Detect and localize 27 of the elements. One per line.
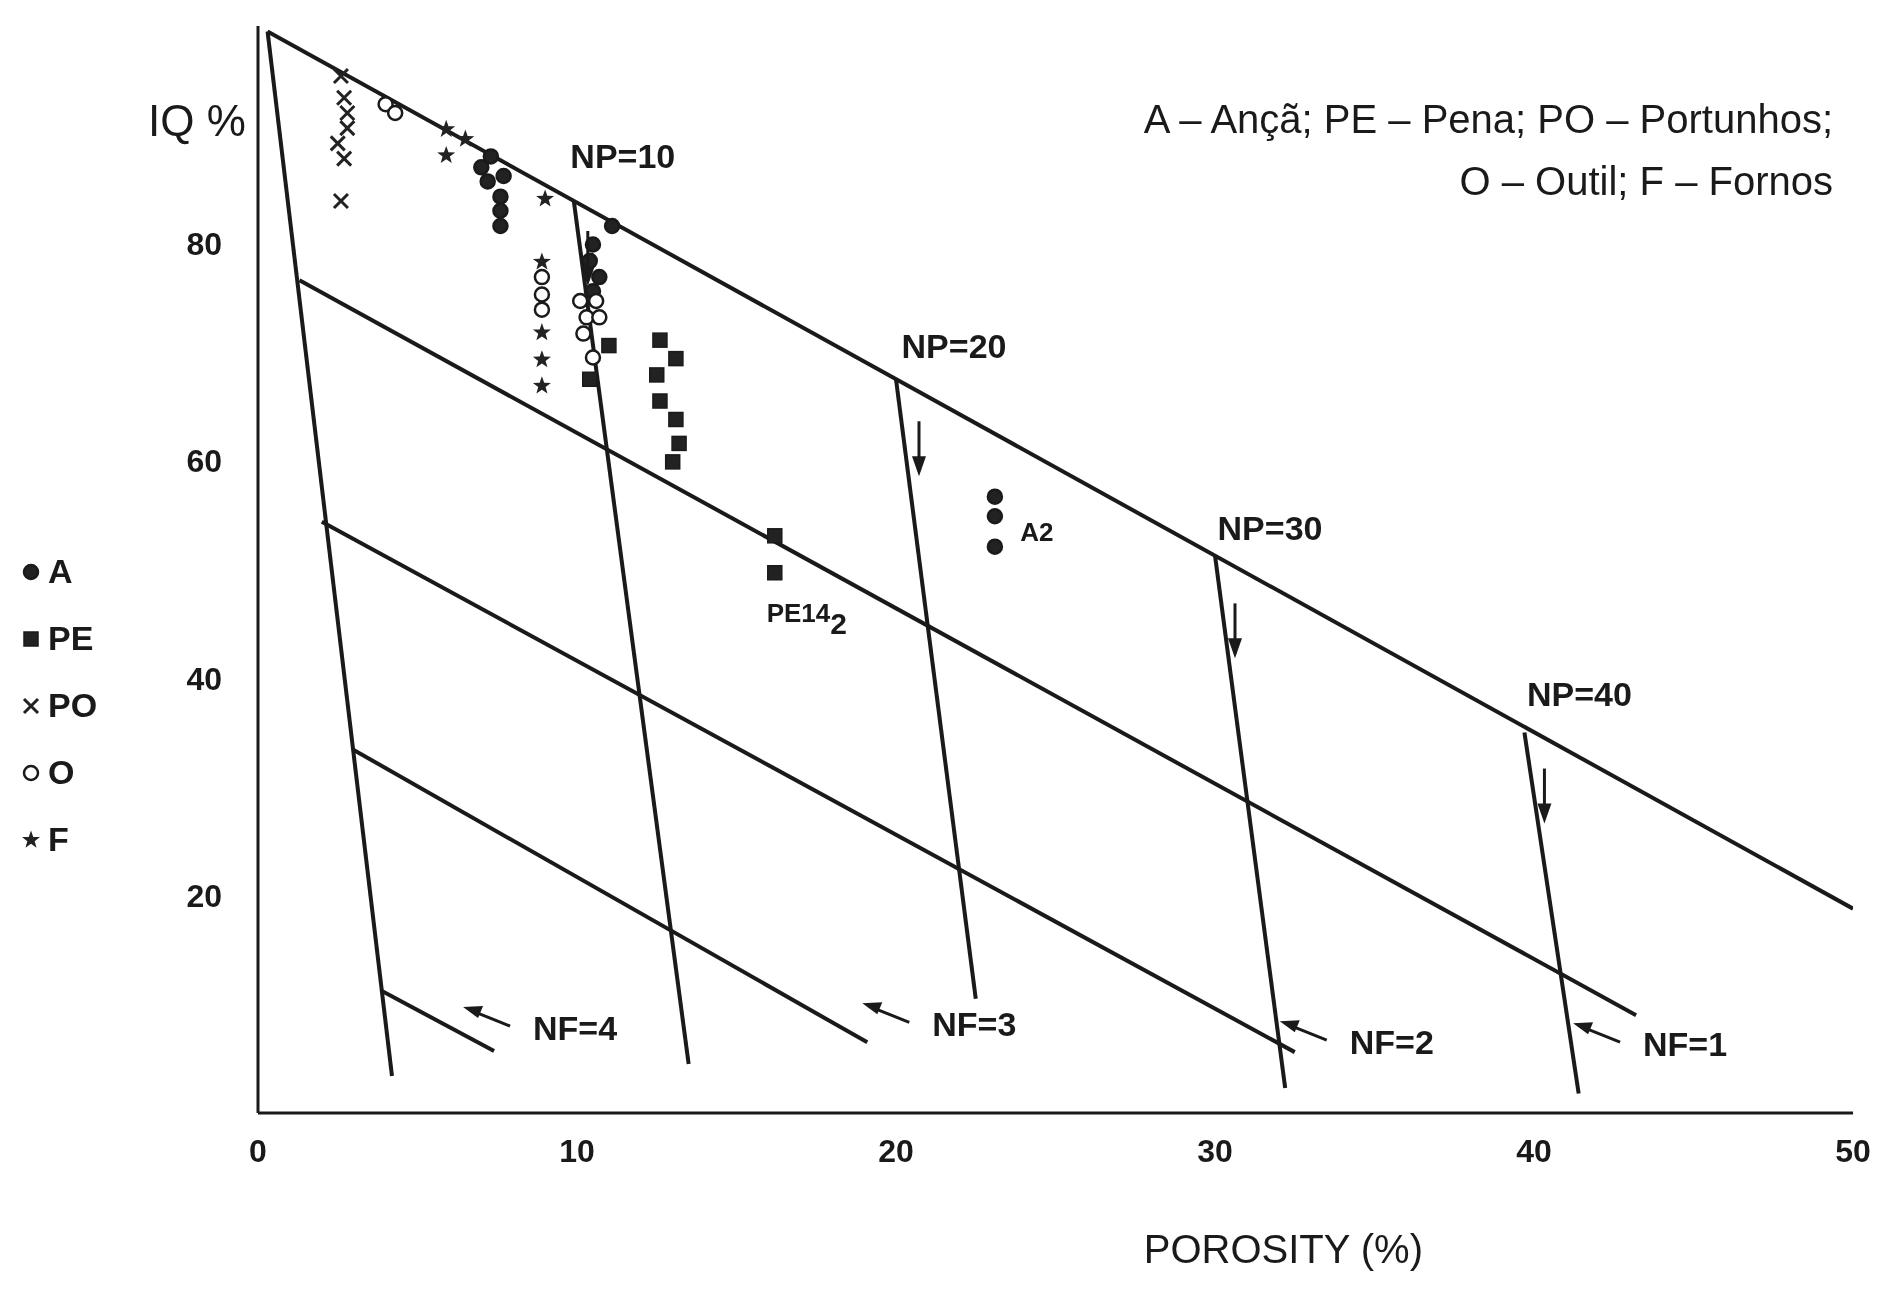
y-tick-label: 80 bbox=[186, 225, 222, 262]
annotation: NP=40 bbox=[1526, 674, 1632, 713]
annotation: NF=4 bbox=[533, 1009, 618, 1048]
legend-label: F bbox=[48, 820, 69, 859]
x-tick-label: 40 bbox=[1516, 1132, 1552, 1169]
x-tick-label: 10 bbox=[559, 1132, 595, 1169]
y-tick-label: 40 bbox=[186, 660, 222, 697]
y-tick-label: 20 bbox=[186, 877, 222, 914]
annotation: A – Ançã; PE – Pena; PO – Portunhos; O – Outil; F – Fornos bbox=[1142, 96, 1833, 205]
annotation: A2 bbox=[1020, 516, 1054, 547]
legend-label: PO bbox=[48, 686, 98, 725]
legend-label: O bbox=[48, 753, 75, 792]
annotation: NP=10 bbox=[570, 137, 676, 176]
y-axis-title: IQ % bbox=[148, 96, 246, 145]
x-tick-label: 30 bbox=[1197, 1132, 1233, 1169]
annotation: NF=1 bbox=[1643, 1025, 1728, 1064]
legend-label: A bbox=[48, 552, 73, 591]
annotation: NF=2 bbox=[1349, 1023, 1434, 1062]
annotation: NF=3 bbox=[932, 1005, 1017, 1044]
x-axis-title: POROSITY (%) bbox=[1143, 1227, 1423, 1271]
x-tick-label: 20 bbox=[878, 1132, 914, 1169]
annotation: NP=30 bbox=[1217, 509, 1323, 548]
legend-label: PE bbox=[48, 619, 94, 658]
y-tick-label: 60 bbox=[186, 443, 222, 480]
annotation: NP=20 bbox=[901, 327, 1007, 366]
x-tick-label: 50 bbox=[1835, 1132, 1871, 1169]
x-tick-label: 0 bbox=[249, 1132, 267, 1169]
